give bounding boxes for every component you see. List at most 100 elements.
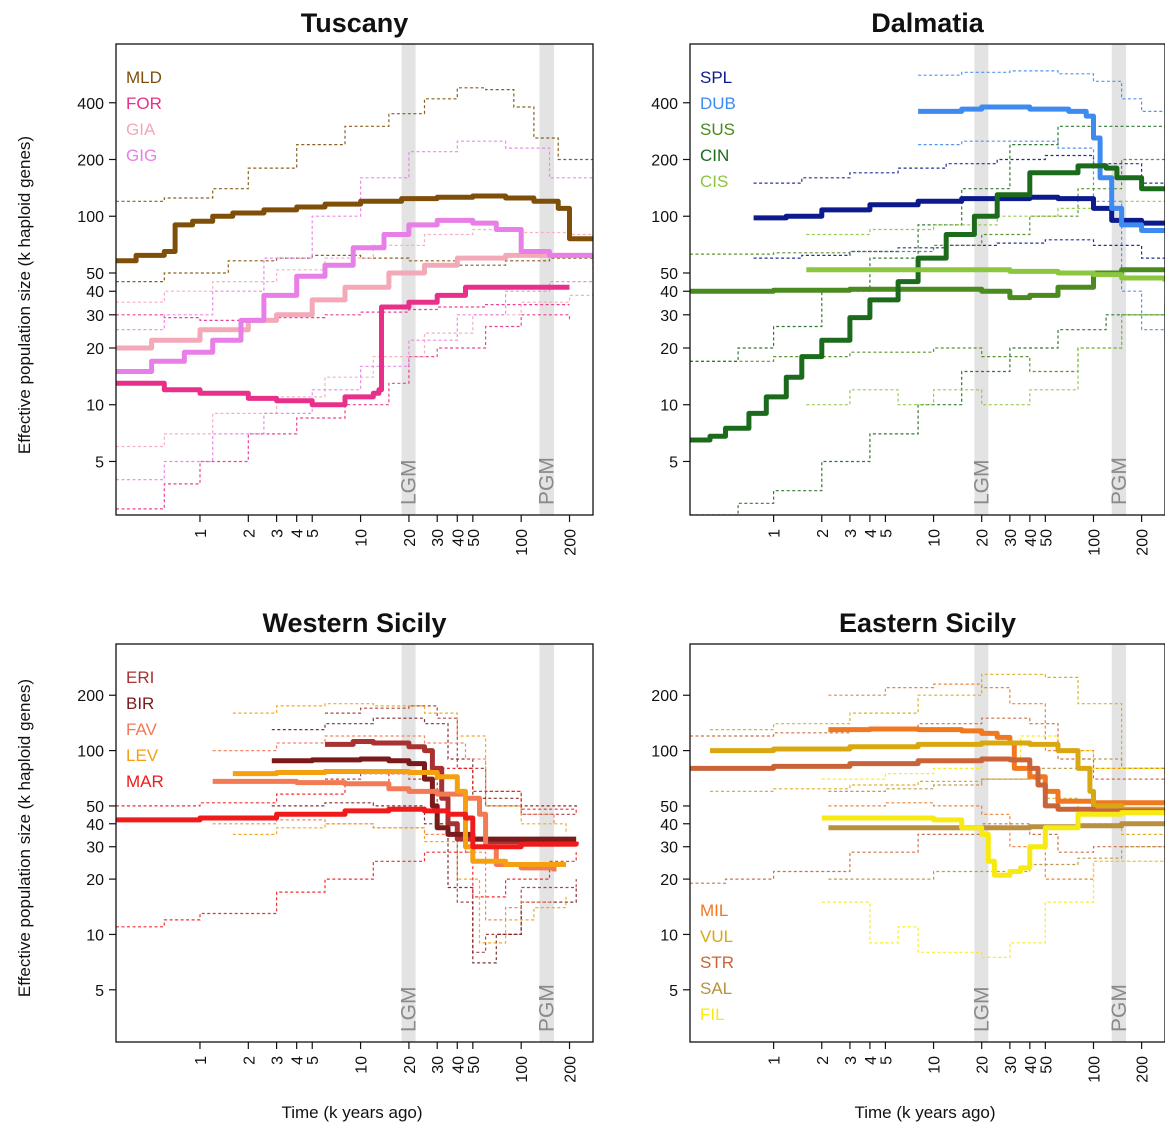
band-label-lgm: LGM — [398, 459, 421, 505]
x-tick-label: 50 — [466, 1056, 483, 1074]
x-tick-label: 4 — [290, 529, 307, 538]
x-tick-label: 10 — [927, 1056, 944, 1074]
x-tick-label: 5 — [878, 1056, 895, 1065]
ci-line-str-upper — [690, 717, 1165, 785]
y-tick-label: 30 — [86, 308, 104, 325]
x-tick-label: 1 — [767, 1056, 784, 1065]
y-tick-label: 50 — [660, 799, 678, 816]
ci-line-bir-upper — [271, 717, 577, 810]
ci-line-lev-lower — [232, 823, 567, 944]
x-tick-label: 40 — [450, 529, 467, 547]
series-line-cin — [690, 163, 1165, 443]
y-tick-label: 10 — [660, 927, 678, 944]
y-tick-label: 5 — [669, 983, 678, 1000]
y-tick-label: 50 — [86, 799, 104, 816]
ci-line-for-upper — [116, 304, 570, 321]
x-tick-label: 200 — [563, 529, 580, 556]
x-axis-label-right: Time (k years ago) — [854, 1103, 995, 1122]
x-tick-label: 30 — [430, 1056, 447, 1074]
series-line-vul — [710, 740, 1165, 812]
x-tick-label: 100 — [1086, 1056, 1103, 1083]
x-tick-label: 30 — [430, 529, 447, 547]
legend-entry-gia: GIA — [126, 120, 156, 139]
ci-line-for-lower — [116, 314, 571, 510]
y-tick-label: 30 — [86, 840, 104, 857]
band-lgm — [974, 44, 989, 515]
panel-title: Dalmatia — [871, 8, 985, 38]
ci-line-spl-lower — [753, 239, 1165, 266]
x-tick-label: 4 — [863, 529, 880, 538]
x-tick-label: 5 — [305, 1056, 322, 1065]
y-tick-label: 5 — [669, 454, 678, 471]
x-tick-label: 2 — [815, 1056, 832, 1065]
ci-line-bir-lower — [271, 802, 577, 964]
legend-entry-spl: SPL — [700, 68, 732, 87]
y-tick-label: 30 — [660, 840, 678, 857]
series-line-fav — [212, 778, 557, 872]
x-tick-label: 2 — [241, 1056, 258, 1065]
y-tick-label: 400 — [651, 96, 678, 113]
x-tick-label: 10 — [354, 529, 371, 547]
band-label-pgm: PGM — [536, 984, 559, 1032]
band-label-pgm: PGM — [1108, 984, 1131, 1032]
series-line-mil — [828, 726, 1165, 806]
x-tick-label: 4 — [290, 1056, 307, 1065]
legend-entry-cin: CIN — [700, 146, 729, 165]
ci-line-dub-lower — [918, 140, 1165, 341]
x-tick-label: 100 — [514, 529, 531, 556]
series-line-fil — [821, 810, 1165, 878]
y-tick-label: 40 — [660, 284, 678, 301]
ci-line-cin-upper — [690, 125, 1165, 362]
legend-entry-fil: FIL — [700, 1005, 725, 1024]
legend-entry-mil: MIL — [700, 901, 728, 920]
plot-area: LGM PGM — [690, 644, 1165, 1042]
y-tick-label: 10 — [660, 398, 678, 415]
y-tick-label: 200 — [77, 153, 104, 170]
ci-line-gia-lower — [116, 291, 593, 448]
x-tick-label: 40 — [1023, 1056, 1040, 1074]
y-tick-label: 400 — [77, 96, 104, 113]
y-tick-label: 30 — [660, 308, 678, 325]
x-tick-label: 10 — [927, 529, 944, 547]
x-tick-label: 2 — [241, 529, 258, 538]
x-tick-label: 5 — [305, 529, 322, 538]
y-tick-label: 40 — [86, 284, 104, 301]
x-tick-label: 20 — [975, 1056, 992, 1074]
x-tick-label: 200 — [1135, 529, 1152, 556]
band-label-pgm: PGM — [1108, 457, 1131, 505]
band-lgm — [401, 44, 416, 515]
legend-entry-vul: VUL — [700, 927, 733, 946]
band-pgm — [1111, 644, 1127, 1042]
legend-entry-mld: MLD — [126, 68, 162, 87]
series-line-sal — [828, 821, 1165, 831]
panel-title: Eastern Sicily — [839, 608, 1016, 638]
x-tick-label: 3 — [270, 1056, 287, 1065]
x-tick-label: 1 — [193, 1056, 210, 1065]
plot-area: LGM PGM — [116, 644, 579, 1042]
series-line-dub — [918, 104, 1165, 233]
plot-frame — [115, 643, 594, 1043]
y-axis-label-top: Effective population size (k haploid gen… — [15, 136, 34, 454]
plot-area: LGM PGM — [690, 44, 1165, 515]
legend-entry-mar: MAR — [126, 772, 164, 791]
legend-entry-fav: FAV — [126, 720, 158, 739]
x-tick-label: 20 — [402, 529, 419, 547]
plot-frame — [689, 643, 1165, 1043]
series-line-gia — [116, 252, 593, 351]
x-tick-label: 50 — [466, 529, 483, 547]
legend-entry-dub: DUB — [700, 94, 736, 113]
y-tick-label: 20 — [660, 341, 678, 358]
plot-frame — [689, 43, 1165, 516]
x-tick-label: 100 — [514, 1056, 531, 1083]
x-axis-label-left: Time (k years ago) — [281, 1103, 422, 1122]
x-tick-label: 3 — [843, 1056, 860, 1065]
band-pgm — [1111, 44, 1127, 515]
series-line-str — [690, 756, 1165, 814]
ci-line-gig-upper — [116, 140, 593, 331]
y-tick-label: 20 — [86, 341, 104, 358]
legend-entry-sal: SAL — [700, 979, 732, 998]
band-lgm — [401, 644, 416, 1042]
y-tick-label: 50 — [660, 266, 678, 283]
